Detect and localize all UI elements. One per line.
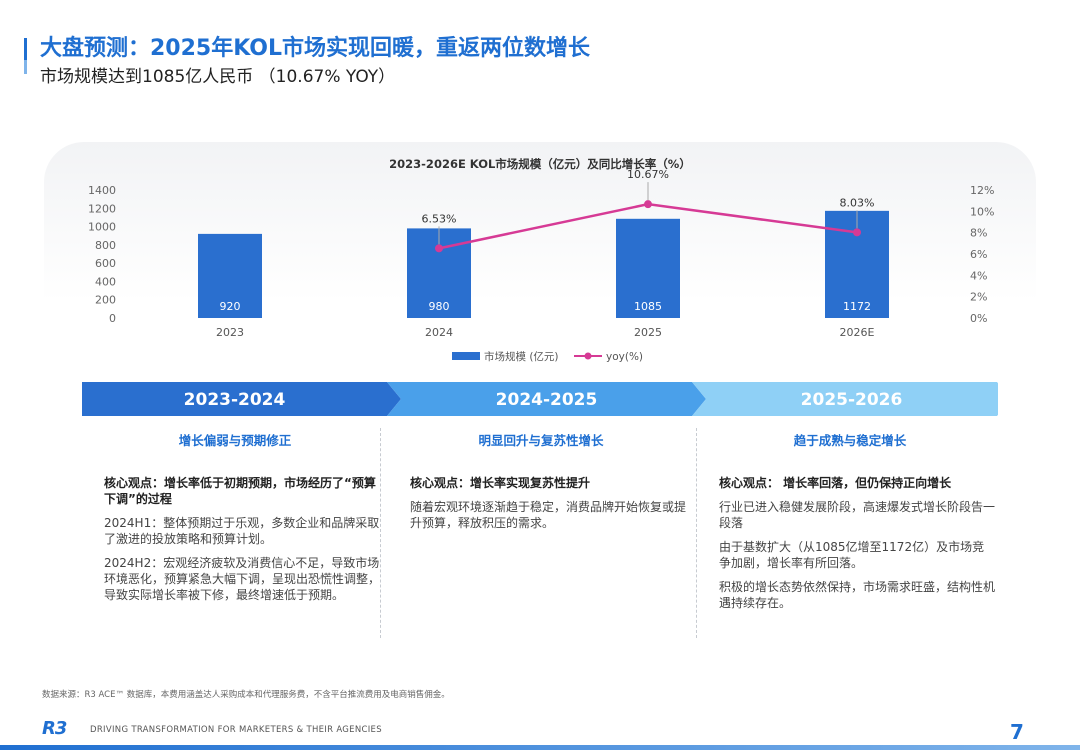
- timeline-period-label: 2023-2024: [184, 390, 286, 410]
- column-core-view: 核心观点：增长率实现复苏性提升: [410, 476, 591, 490]
- legend-line-marker: [584, 352, 592, 360]
- column-2025-2026: 趋于成熟与稳定增长 核心观点： 增长率回落，但仍保持正向增长 行业已进入稳健发展…: [705, 430, 995, 611]
- timeline-period-label: 2024-2025: [496, 390, 598, 410]
- r3-logo: R3: [42, 718, 67, 739]
- column-heading: 明显回升与复苏性增长: [478, 433, 604, 448]
- y-right-tick-label: 12%: [970, 184, 994, 197]
- yoy-point: [853, 228, 861, 237]
- yoy-point: [435, 244, 443, 253]
- column-2024-2025: 明显回升与复苏性增长 核心观点：增长率实现复苏性提升 随着宏观环境逐渐趋于稳定，…: [396, 430, 686, 531]
- column-core-view: 核心观点： 增长率回落，但仍保持正向增长: [719, 476, 952, 490]
- x-tick-label: 2026E: [840, 326, 875, 339]
- page-number: 7: [1010, 720, 1024, 744]
- y-right-tick-label: 8%: [970, 227, 987, 240]
- page-title: 大盘预测：2025年KOL市场实现回暖，重返两位数增长: [40, 36, 591, 61]
- column-paragraph: 行业已进入稳健发展阶段，高速爆发式增长阶段告一段落: [719, 500, 996, 530]
- yoy-value-label: 8.03%: [840, 196, 875, 209]
- y-right-tick-label: 2%: [970, 291, 987, 304]
- y-left-tick-label: 600: [95, 257, 116, 270]
- y-left-tick-label: 400: [95, 275, 116, 288]
- y-left-tick-label: 800: [95, 239, 116, 252]
- legend-bar-label: 市场规模 (亿元): [484, 350, 559, 363]
- y-left-tick-label: 1200: [88, 202, 116, 215]
- timeline-arrow: [82, 382, 401, 416]
- column-divider: [696, 428, 697, 638]
- y-right-tick-label: 10%: [970, 205, 994, 218]
- column-core-view: 核心观点：增长率低于初期预期，市场经历了“预算下调”的过程: [104, 476, 376, 506]
- legend-line-label: yoy(%): [606, 351, 643, 363]
- column-2023-2024: 增长偏弱与预期修正 核心观点：增长率低于初期预期，市场经历了“预算下调”的过程 …: [90, 430, 380, 603]
- y-left-tick-label: 0: [109, 312, 116, 325]
- yoy-value-label: 10.67%: [627, 168, 669, 181]
- y-left-tick-label: 1400: [88, 184, 116, 197]
- timeline-arrow: [692, 382, 998, 416]
- yoy-value-label: 6.53%: [422, 212, 457, 225]
- y-right-tick-label: 4%: [970, 269, 987, 282]
- header-accent-bar: [24, 38, 27, 74]
- column-paragraph: 由于基数扩大（从1085亿增至1172亿）及市场竞争加剧，增长率有所回落。: [719, 540, 985, 570]
- x-tick-label: 2023: [216, 326, 244, 339]
- column-heading: 增长偏弱与预期修正: [178, 433, 292, 448]
- timeline-bar: 2023-2024 2024-2025 2025-2026: [82, 382, 998, 416]
- footer-tagline: DRIVING TRANSFORMATION FOR MARKETERS & T…: [90, 725, 382, 735]
- y-right-tick-label: 6%: [970, 248, 987, 261]
- data-source-note: 数据来源：R3 ACE™ 数据库，本费用涵盖达人采购成本和代理服务费，不含平台推…: [42, 690, 450, 700]
- column-heading: 趋于成熟与稳定增长: [793, 433, 907, 448]
- bar: [198, 233, 262, 318]
- y-left-tick-label: 200: [95, 294, 116, 307]
- column-paragraph: 积极的增长态势依然保持，市场需求旺盛，结构性机遇持续存在。: [719, 580, 996, 610]
- chart-title: 2023-2026E KOL市场规模（亿元）及同比增长率（%）: [389, 157, 691, 171]
- bar-value-label: 1172: [843, 300, 871, 313]
- bar-value-label: 1085: [634, 300, 662, 313]
- bar: [616, 218, 680, 318]
- column-paragraph: 2024H1：整体预期过于乐观，多数企业和品牌采取了激进的投放策略和预算计划。: [104, 516, 380, 546]
- legend-bar-swatch: [452, 352, 480, 360]
- page-subtitle: 市场规模达到1085亿人民币 （10.67% YOY）: [40, 67, 396, 87]
- y-left-tick-label: 1000: [88, 221, 116, 234]
- timeline-period-label: 2025-2026: [801, 390, 903, 410]
- bar-value-label: 980: [429, 300, 450, 313]
- bar-value-label: 920: [220, 300, 241, 313]
- timeline-arrow: [387, 382, 706, 416]
- market-size-chart: 2023-2026E KOL市场规模（亿元）及同比增长率（%） 1400 1200 1…: [88, 157, 994, 363]
- column-paragraph: 2024H2：宏观经济疲软及消费信心不足，导致市场环境恶化，预算紧急大幅下调，呈…: [104, 556, 381, 602]
- column-divider: [380, 428, 381, 638]
- header-accent-bar-light: [24, 60, 27, 74]
- x-tick-label: 2025: [634, 326, 662, 339]
- y-right-tick-label: 0%: [970, 312, 987, 325]
- yoy-point: [644, 200, 652, 209]
- footer-accent-line: [0, 745, 1080, 750]
- column-paragraph: 随着宏观环境逐渐趋于稳定，消费品牌开始恢复或提升预算，释放积压的需求。: [410, 500, 687, 530]
- x-tick-label: 2024: [425, 326, 453, 339]
